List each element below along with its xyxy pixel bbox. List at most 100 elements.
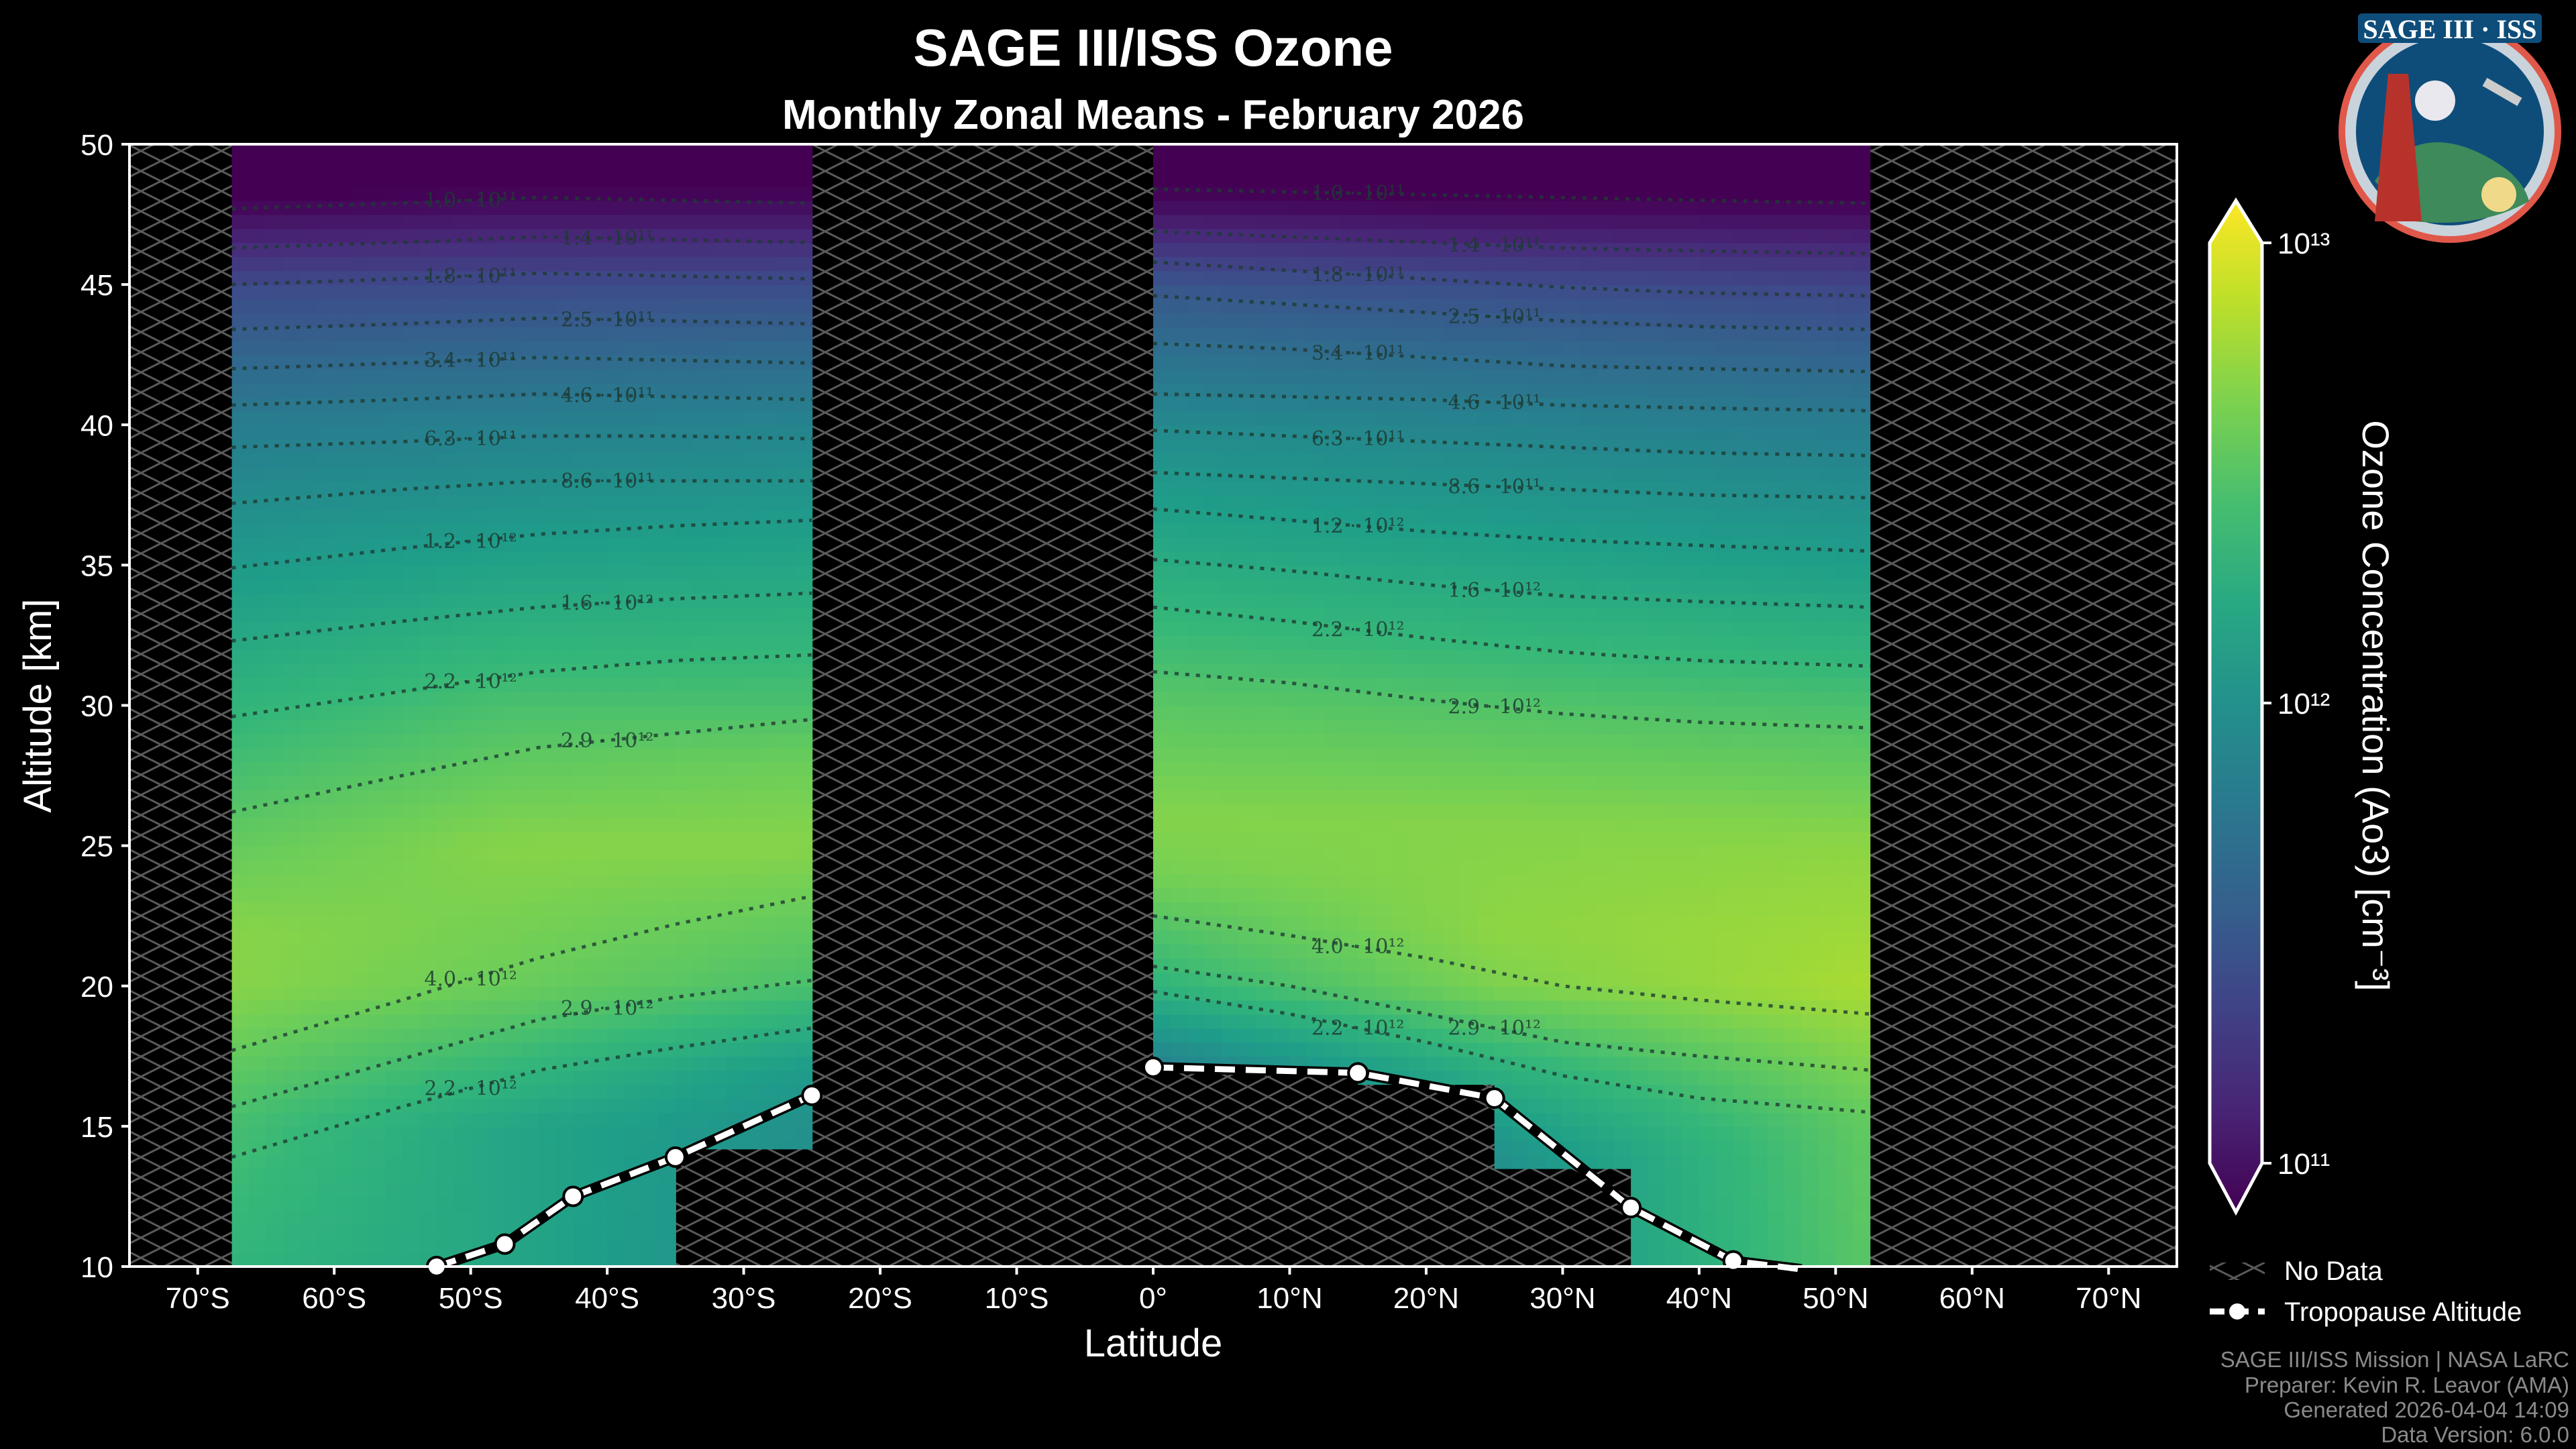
field-cell	[727, 1042, 745, 1057]
field-cell	[334, 1168, 352, 1183]
field-cell	[1324, 803, 1342, 818]
field-cell	[539, 1042, 557, 1057]
field-cell	[1221, 256, 1240, 272]
field-cell	[1443, 425, 1461, 440]
field-cell	[624, 1154, 642, 1169]
field-cell	[402, 368, 421, 384]
field-cell	[1358, 803, 1376, 818]
field-cell	[794, 186, 813, 201]
field-cell	[1562, 635, 1580, 650]
field-cell	[1153, 593, 1171, 608]
field-cell	[521, 621, 540, 636]
field-cell	[1221, 845, 1240, 861]
field-cell	[1204, 761, 1222, 777]
field-cell	[1631, 228, 1649, 244]
field-cell	[1511, 172, 1529, 187]
field-cell	[1409, 775, 1427, 790]
field-cell	[1170, 214, 1188, 229]
field-cell	[1528, 453, 1546, 468]
field-cell	[1528, 158, 1546, 173]
field-cell	[1392, 494, 1410, 510]
field-cell	[453, 1070, 472, 1085]
field-cell	[1306, 649, 1325, 664]
field-cell	[1153, 326, 1171, 341]
field-cell	[402, 635, 421, 650]
field-cell	[1477, 902, 1495, 917]
field-cell	[1306, 845, 1325, 861]
field-cell	[300, 1084, 318, 1099]
field-cell	[1221, 382, 1240, 398]
field-cell	[282, 1014, 301, 1029]
field-cell	[573, 859, 591, 875]
field-cell	[1273, 158, 1291, 173]
field-cell	[521, 1140, 540, 1155]
field-cell	[1187, 944, 1205, 959]
field-cell	[317, 508, 335, 524]
field-cell	[1375, 775, 1393, 790]
field-cell	[743, 957, 762, 973]
field-cell	[1273, 186, 1291, 201]
field-cell	[334, 1196, 352, 1212]
field-cell	[282, 747, 301, 763]
field-cell	[1409, 1000, 1427, 1015]
field-cell	[658, 256, 676, 272]
field-cell	[334, 200, 352, 215]
field-cell	[1289, 859, 1307, 875]
field-cell	[317, 494, 335, 510]
field-cell	[1613, 663, 1632, 678]
field-cell	[573, 831, 591, 847]
field-cell	[624, 200, 642, 215]
field-cell	[1682, 1168, 1700, 1183]
field-cell	[1340, 944, 1359, 959]
field-cell	[1597, 944, 1615, 959]
field-cell	[249, 256, 267, 272]
field-cell	[1579, 340, 1598, 356]
field-cell	[1153, 396, 1171, 412]
field-cell	[282, 677, 301, 692]
field-cell	[1255, 494, 1274, 510]
field-cell	[1409, 789, 1427, 804]
field-cell	[1238, 396, 1256, 412]
field-cell	[727, 663, 745, 678]
field-cell	[1273, 537, 1291, 552]
field-cell	[488, 635, 506, 650]
field-cell	[1221, 719, 1240, 735]
field-cell	[249, 1224, 267, 1240]
field-cell	[249, 284, 267, 300]
field-cell	[761, 256, 779, 272]
field-cell	[675, 845, 694, 861]
field-cell	[385, 1070, 403, 1085]
field-cell	[1597, 803, 1615, 818]
field-cell	[1545, 831, 1564, 847]
field-cell	[761, 228, 779, 244]
field-cell	[624, 705, 642, 720]
field-cell	[436, 747, 455, 763]
field-cell	[266, 803, 284, 818]
field-cell	[1579, 439, 1598, 454]
field-cell	[1665, 453, 1683, 468]
field-cell	[1238, 480, 1256, 496]
field-cell	[675, 1070, 694, 1085]
field-cell	[1494, 551, 1513, 566]
field-cell	[1238, 144, 1256, 159]
field-cell	[453, 466, 472, 482]
field-cell	[1340, 649, 1359, 664]
field-cell	[1187, 1014, 1205, 1029]
field-cell	[658, 888, 676, 903]
field-cell	[1562, 551, 1580, 566]
field-cell	[1324, 411, 1342, 426]
field-cell	[555, 466, 574, 482]
field-cell	[1545, 551, 1564, 566]
field-cell	[624, 691, 642, 706]
field-cell	[1562, 775, 1580, 790]
field-cell	[692, 663, 710, 678]
field-cell	[573, 705, 591, 720]
field-cell	[317, 537, 335, 552]
field-cell	[641, 256, 659, 272]
field-cell	[231, 1182, 250, 1197]
field-cell	[1426, 466, 1444, 482]
field-cell	[470, 888, 489, 903]
field-cell	[1153, 761, 1171, 777]
field-cell	[641, 789, 659, 804]
field-cell	[317, 565, 335, 580]
